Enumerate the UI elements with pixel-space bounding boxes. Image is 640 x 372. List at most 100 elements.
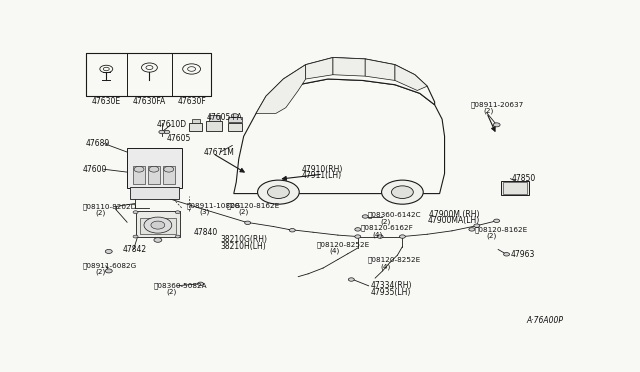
Text: (4): (4)	[372, 231, 383, 237]
Bar	[228, 123, 242, 131]
Circle shape	[134, 166, 144, 172]
Text: (4): (4)	[380, 263, 390, 270]
Text: 47842: 47842	[122, 245, 147, 254]
Circle shape	[381, 180, 423, 204]
Text: Ⓢ08360-5082A: Ⓢ08360-5082A	[154, 282, 207, 289]
Text: Ⓢ08360-6142C: Ⓢ08360-6142C	[367, 212, 421, 218]
Bar	[86, 53, 211, 96]
Polygon shape	[256, 65, 306, 113]
Circle shape	[399, 235, 405, 238]
Circle shape	[198, 282, 204, 286]
Polygon shape	[365, 59, 395, 80]
Circle shape	[154, 238, 162, 242]
Text: (4): (4)	[330, 248, 340, 254]
Text: 47900MA(LH): 47900MA(LH)	[428, 216, 479, 225]
Bar	[133, 166, 145, 183]
Text: 47630FA: 47630FA	[133, 97, 166, 106]
Text: 47334(RH): 47334(RH)	[370, 281, 412, 290]
Text: Ⓝ08911-6082G: Ⓝ08911-6082G	[83, 263, 137, 269]
Text: 38210G(RH): 38210G(RH)	[220, 235, 268, 244]
Circle shape	[257, 180, 300, 204]
Text: (2): (2)	[95, 209, 105, 216]
Text: Ⓝ08911-1082G: Ⓝ08911-1082G	[187, 202, 241, 209]
Text: (2): (2)	[239, 209, 249, 215]
Text: 47910(RH): 47910(RH)	[301, 165, 343, 174]
Bar	[500, 181, 529, 195]
Circle shape	[151, 221, 165, 229]
Bar	[127, 53, 172, 96]
Bar	[129, 187, 179, 199]
Text: Ⓑ08120-8162E: Ⓑ08120-8162E	[474, 226, 527, 233]
Text: 47850: 47850	[511, 174, 536, 183]
Bar	[127, 148, 182, 188]
Bar	[163, 166, 175, 183]
Circle shape	[106, 269, 112, 273]
Circle shape	[231, 114, 238, 118]
Polygon shape	[333, 58, 365, 76]
Text: 47630E: 47630E	[92, 97, 121, 106]
Circle shape	[493, 219, 500, 222]
Text: Ⓑ08120-6162F: Ⓑ08120-6162F	[360, 225, 413, 231]
Circle shape	[289, 228, 295, 232]
Bar	[189, 122, 202, 131]
Circle shape	[469, 228, 475, 231]
Text: 47963: 47963	[511, 250, 535, 259]
Bar	[140, 218, 176, 234]
Circle shape	[504, 253, 509, 256]
Text: Ⓑ08120-8252E: Ⓑ08120-8252E	[367, 257, 421, 263]
Bar	[502, 182, 527, 194]
Text: (3): (3)	[199, 209, 209, 215]
Text: 47630F: 47630F	[177, 97, 206, 106]
Circle shape	[362, 215, 368, 218]
Text: (2): (2)	[486, 232, 497, 239]
Text: 47605: 47605	[167, 134, 191, 143]
Text: Ⓑ08120-8162E: Ⓑ08120-8162E	[227, 202, 280, 209]
Text: 47605+A: 47605+A	[207, 113, 243, 122]
Polygon shape	[395, 65, 428, 90]
Circle shape	[355, 235, 361, 238]
Text: 38210H(LH): 38210H(LH)	[220, 242, 266, 251]
Text: 47911(LH): 47911(LH)	[301, 171, 342, 180]
Text: 47900M (RH): 47900M (RH)	[429, 210, 479, 219]
Bar	[172, 53, 211, 96]
Polygon shape	[306, 58, 333, 79]
Text: 47840: 47840	[194, 228, 218, 237]
Circle shape	[159, 130, 165, 134]
Circle shape	[164, 130, 170, 134]
Circle shape	[175, 211, 180, 214]
Circle shape	[244, 221, 251, 225]
Circle shape	[164, 166, 173, 172]
Text: Ⓑ08120-8252E: Ⓑ08120-8252E	[317, 241, 371, 248]
Circle shape	[133, 235, 138, 238]
Circle shape	[175, 235, 180, 238]
Bar	[207, 121, 222, 131]
Text: (2): (2)	[167, 289, 177, 295]
Text: 47671M: 47671M	[204, 148, 235, 157]
Circle shape	[144, 217, 172, 233]
Circle shape	[106, 250, 112, 253]
Bar	[148, 166, 160, 183]
Circle shape	[133, 211, 138, 214]
Text: 47689: 47689	[86, 139, 110, 148]
Text: A·76A00P: A·76A00P	[527, 316, 563, 325]
Circle shape	[268, 186, 289, 198]
Text: (2): (2)	[95, 269, 105, 275]
Text: Ⓑ08110-8202D: Ⓑ08110-8202D	[83, 203, 137, 210]
Circle shape	[377, 235, 383, 238]
Text: 47610D: 47610D	[157, 121, 187, 129]
Circle shape	[348, 278, 355, 281]
Circle shape	[355, 228, 361, 231]
Polygon shape	[256, 58, 435, 113]
Text: Ⓝ08911-20637: Ⓝ08911-20637	[471, 102, 524, 108]
Text: (2): (2)	[380, 218, 390, 225]
Circle shape	[493, 123, 500, 127]
Text: (2): (2)	[483, 108, 493, 114]
Text: 47600: 47600	[83, 165, 107, 174]
Text: 47935(LH): 47935(LH)	[370, 288, 410, 296]
Circle shape	[149, 166, 159, 172]
Polygon shape	[234, 79, 445, 193]
Bar	[228, 117, 242, 122]
Bar	[86, 53, 127, 96]
Circle shape	[392, 186, 413, 198]
Bar	[136, 211, 180, 237]
